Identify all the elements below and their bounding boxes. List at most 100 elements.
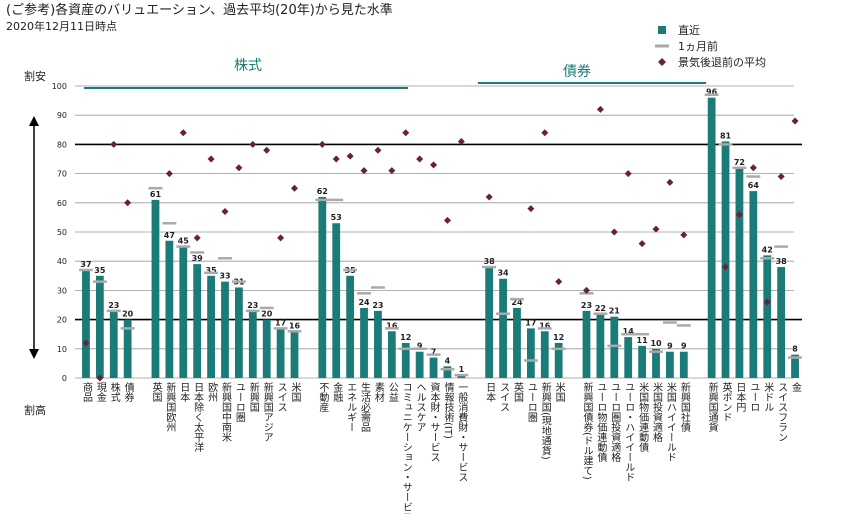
average-marker [443, 216, 451, 224]
value-label: 47 [164, 231, 175, 240]
average-marker [249, 140, 257, 148]
average-marker [457, 137, 465, 145]
value-label: 24 [358, 298, 370, 307]
average-marker [416, 155, 424, 163]
bottom-label: 割高 [24, 403, 46, 417]
legend-label: 1ヵ月前 [678, 39, 718, 53]
x-tick-label: 公益 [386, 382, 398, 402]
bar [624, 337, 633, 378]
x-tick-label: スイス [498, 382, 510, 412]
bar [165, 240, 174, 378]
x-tick-label: ユーロ物価連動債 [595, 382, 607, 463]
bar [401, 342, 410, 378]
bar [95, 275, 104, 378]
bar [207, 275, 215, 378]
average-marker [221, 208, 229, 216]
x-tick-label: 株式 [108, 381, 120, 402]
average-marker [638, 240, 646, 248]
x-tick-label: 不動産 [317, 382, 329, 413]
average-marker [277, 234, 285, 242]
x-tick-label: 債券 [122, 381, 134, 403]
bar [513, 307, 521, 378]
bar [123, 319, 132, 378]
average-marker [82, 339, 90, 347]
x-tick-label: 英国 [150, 381, 162, 403]
bar [360, 307, 368, 378]
value-label: 23 [108, 301, 119, 310]
bar [485, 267, 494, 378]
value-label: 23 [247, 301, 258, 310]
value-label: 22 [595, 304, 606, 313]
x-tick-label: 日本 [484, 382, 496, 403]
section-label: 株式 [234, 58, 262, 74]
x-tick-label: 素材 [372, 381, 384, 402]
bar [526, 328, 535, 378]
bar [429, 357, 438, 378]
bar [235, 287, 243, 378]
value-label: 11 [637, 336, 649, 345]
bar [318, 196, 327, 378]
value-label: 72 [734, 158, 745, 167]
x-tick-label: ヘルスケア [414, 382, 426, 432]
bar [290, 331, 299, 378]
value-label: 39 [192, 254, 204, 263]
x-tick-label: 現金 [94, 382, 106, 402]
average-marker [749, 164, 757, 172]
bar [248, 310, 257, 378]
x-tick-label: 日本除く太平洋 [192, 382, 204, 453]
x-tick-label: 米国投資適格 [651, 381, 663, 443]
value-label: 12 [400, 333, 411, 342]
average-marker [791, 117, 799, 125]
value-label: 4 [445, 356, 451, 365]
bar [374, 310, 382, 378]
x-tick-label: 欧州 [206, 382, 218, 402]
legend-label: 直近 [678, 23, 700, 37]
bar [262, 319, 271, 378]
legend-label: 景気後退前の平均 [678, 55, 766, 69]
average-marker [96, 374, 104, 382]
x-tick-label: 日本 [178, 382, 190, 403]
value-label: 81 [720, 131, 732, 140]
bar [582, 310, 591, 378]
average-marker [582, 286, 590, 294]
average-marker [541, 129, 549, 137]
value-label: 23 [372, 301, 383, 310]
bar [707, 97, 716, 379]
x-tick-label: ユーロ [748, 382, 760, 412]
bar [721, 141, 730, 378]
bar [457, 375, 466, 378]
value-label: 45 [178, 237, 190, 246]
x-tick-label: エネルギー [345, 382, 357, 432]
x-tick-label: 資本財・サービス [428, 382, 440, 462]
x-tick-label: 新興国 [247, 381, 259, 413]
bar [791, 354, 799, 378]
y-tick-label: 80 [57, 140, 67, 149]
average-marker [124, 199, 132, 207]
y-tick-label: 70 [57, 170, 67, 179]
bar [610, 316, 619, 378]
y-tick-label: 0 [62, 374, 67, 383]
bar [179, 246, 188, 378]
x-tick-label: ユーロ圏 [525, 382, 537, 423]
average-marker [610, 228, 618, 236]
x-tick-label: ユーロ圏投資適格 [609, 382, 621, 463]
average-marker [291, 184, 299, 192]
value-label: 7 [431, 348, 437, 357]
value-label: 37 [80, 260, 91, 269]
bar [554, 342, 563, 378]
x-tick-label: 米国物価連動債 [637, 381, 649, 453]
value-label: 24 [511, 298, 523, 307]
average-marker [318, 140, 326, 148]
value-label: 42 [762, 245, 773, 254]
average-marker [430, 161, 438, 169]
value-label: 16 [289, 321, 301, 330]
average-marker [360, 167, 368, 175]
average-marker [666, 178, 674, 186]
x-tick-label: 英ポンド [720, 381, 732, 422]
x-tick-label: スイス [275, 382, 287, 412]
x-tick-label: スイスフラン [776, 382, 788, 442]
legend-swatch [658, 26, 666, 34]
average-marker [722, 263, 730, 271]
average-marker [680, 231, 688, 239]
